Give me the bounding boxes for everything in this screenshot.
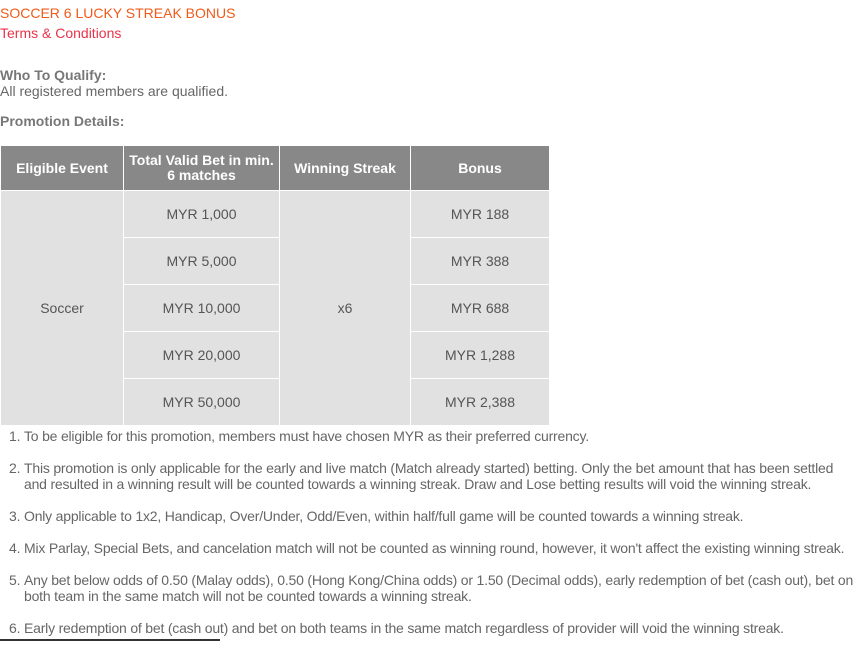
bet-cell: MYR 1,000 xyxy=(123,190,280,238)
header-bonus: Bonus xyxy=(410,145,550,191)
event-cell: Soccer xyxy=(0,190,124,426)
terms-link[interactable]: Terms & Conditions xyxy=(0,25,122,41)
header-bet: Total Valid Bet in min. 6 matches xyxy=(123,145,280,191)
bet-cell: MYR 5,000 xyxy=(123,237,280,285)
promo-table: Eligible Event Total Valid Bet in min. 6… xyxy=(0,145,550,426)
bonus-cell: MYR 188 xyxy=(410,190,550,238)
term-item: This promotion is only applicable for th… xyxy=(24,460,859,492)
promo-title: SOCCER 6 LUCKY STREAK BONUS xyxy=(0,5,236,21)
bonus-cell: MYR 388 xyxy=(410,237,550,285)
term-item: Any bet below odds of 0.50 (Malay odds),… xyxy=(24,572,859,604)
qualify-heading: Who To Qualify: xyxy=(0,67,107,83)
bonus-cell: MYR 1,288 xyxy=(410,331,550,379)
header-streak: Winning Streak xyxy=(279,145,411,191)
term-item: Early redemption of bet (cash out) and b… xyxy=(24,620,859,636)
table-row: Soccer MYR 1,000 x6 MYR 188 xyxy=(0,190,550,426)
term-item: Only applicable to 1x2, Handicap, Over/U… xyxy=(24,508,859,524)
bonus-cell: MYR 688 xyxy=(410,284,550,332)
divider xyxy=(0,639,220,641)
term-item: To be eligible for this promotion, membe… xyxy=(24,428,859,444)
terms-list: To be eligible for this promotion, membe… xyxy=(0,428,859,652)
bet-cell: MYR 10,000 xyxy=(123,284,280,332)
bonus-cell: MYR 2,388 xyxy=(410,378,550,426)
bet-cell: MYR 50,000 xyxy=(123,378,280,426)
table-row: MYR 10,000 MYR 688 xyxy=(1,284,550,332)
header-event: Eligible Event xyxy=(0,145,124,191)
table-row: MYR 5,000 MYR 388 xyxy=(1,237,550,285)
streak-cell: x6 xyxy=(279,190,411,426)
qualify-text: All registered members are qualified. xyxy=(0,83,228,99)
details-heading: Promotion Details: xyxy=(0,113,125,129)
bet-cell: MYR 20,000 xyxy=(123,331,280,379)
term-item: Mix Parlay, Special Bets, and cancelatio… xyxy=(24,540,859,556)
table-row: MYR 20,000 MYR 1,288 xyxy=(1,331,550,379)
table-row: MYR 50,000 MYR 2,388 xyxy=(1,378,550,426)
